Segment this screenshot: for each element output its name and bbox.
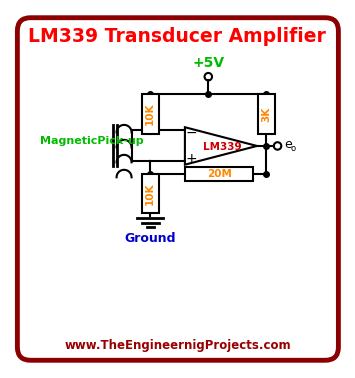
Text: o: o	[291, 144, 296, 153]
Text: MagneticPick-up: MagneticPick-up	[40, 136, 143, 146]
Text: www.TheEngineernigProjects.com: www.TheEngineernigProjects.com	[64, 339, 291, 352]
Bar	[142, 94, 159, 134]
Text: +5V: +5V	[192, 56, 224, 70]
Bar	[142, 174, 159, 213]
Text: Ground: Ground	[125, 232, 176, 245]
Text: LM339 Transducer Amplifier: LM339 Transducer Amplifier	[28, 27, 326, 46]
Text: −: −	[186, 126, 197, 140]
Text: 10K: 10K	[145, 183, 155, 205]
Text: +: +	[186, 152, 197, 166]
Text: 3K: 3K	[261, 107, 271, 122]
Text: LM339: LM339	[203, 142, 242, 152]
FancyBboxPatch shape	[17, 18, 338, 360]
Text: 10K: 10K	[145, 103, 155, 125]
Bar	[258, 94, 275, 134]
Text: e: e	[284, 138, 292, 150]
Bar	[185, 167, 253, 181]
Text: 20M: 20M	[207, 169, 231, 179]
